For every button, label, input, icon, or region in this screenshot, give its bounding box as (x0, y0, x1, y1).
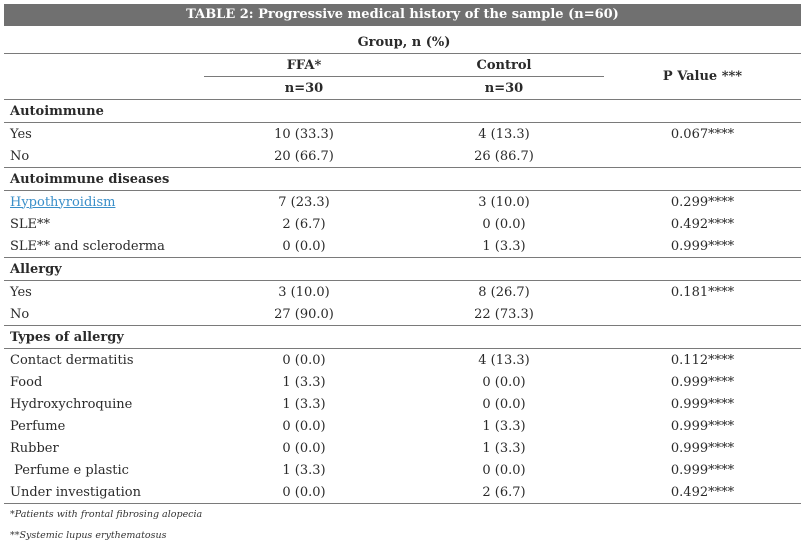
table-row: Yes 10 (33.3) 4 (13.3) 0.067**** (4, 123, 801, 146)
table-row: Yes 3 (10.0) 8 (26.7) 0.181**** (4, 281, 801, 304)
row-label: Hydroxychroquine (10, 396, 133, 412)
section-label: Autoimmune (4, 99, 801, 123)
table-row: Perfume 0 (0.0) 1 (3.3) 0.999**** (4, 415, 801, 437)
row-label: No (10, 148, 30, 164)
cell-control: 0 (0.0) (482, 396, 526, 412)
cell-ffa: 27 (90.0) (274, 306, 334, 322)
row-label: Food (10, 374, 43, 390)
footnote-ffa: *Patients with frontal fibrosing alopeci… (10, 509, 203, 520)
cell-pvalue (604, 145, 801, 168)
section-header-row: Types of allergy (4, 325, 801, 349)
cell-pvalue: 0.492**** (604, 481, 801, 504)
cell-pvalue: 0.112**** (670, 352, 735, 368)
cell-control: 8 (26.7) (478, 284, 530, 300)
section-header-row: Autoimmune diseases (4, 167, 801, 191)
cell-control: 0 (0.0) (482, 216, 526, 232)
cell-control: 4 (13.3) (478, 352, 530, 368)
row-label: Contact dermatitis (10, 352, 134, 368)
cell-control: 0 (0.0) (482, 374, 526, 390)
table-row: Rubber 0 (0.0) 1 (3.3) 0.999**** (4, 437, 801, 459)
cell-control: 4 (13.3) (478, 126, 530, 142)
section-header-row: Allergy (4, 257, 801, 281)
cell-pvalue (604, 303, 801, 326)
cell-pvalue: 0.999**** (670, 418, 735, 434)
cell-control: 0 (0.0) (482, 462, 526, 478)
cell-control: 1 (3.3) (482, 440, 526, 456)
footnote-sle: **Systemic lupus erythematosus (10, 530, 167, 541)
n-control: n=30 (404, 76, 604, 100)
section-label: Autoimmune diseases (4, 167, 801, 191)
group-header-row: Group, n (%) (4, 31, 801, 54)
row-label: SLE** (10, 216, 51, 232)
row-label-link[interactable]: Hypothyroidism (10, 194, 116, 210)
table-row: No 27 (90.0) 22 (73.3) (4, 303, 801, 326)
cell-ffa: 20 (66.7) (274, 148, 334, 164)
n-row: n=30 n=30 (4, 76, 801, 100)
group-header: Group, n (%) (357, 34, 451, 50)
row-label: Yes (10, 284, 32, 300)
cell-pvalue: 0.067**** (670, 126, 735, 142)
cell-control: 1 (3.3) (482, 418, 526, 434)
column-header-control: Control (404, 53, 604, 77)
table-row: Contact dermatitis 0 (0.0) 4 (13.3) 0.112**… (4, 349, 801, 372)
table-row: Hydroxychroquine 1 (3.3) 0 (0.0) 0.999**** (4, 393, 801, 415)
cell-control: 26 (86.7) (474, 148, 534, 164)
cell-pvalue: 0.999**** (670, 374, 735, 390)
cell-pvalue: 0.999**** (670, 440, 735, 456)
cell-pvalue: 0.999**** (670, 238, 735, 254)
row-label: Perfume (10, 418, 66, 434)
cell-ffa: 0 (0.0) (282, 238, 326, 254)
row-label: No (10, 306, 30, 322)
cell-ffa: 1 (3.3) (282, 462, 326, 478)
section-label: Types of allergy (4, 325, 801, 349)
table-row: No 20 (66.7) 26 (86.7) (4, 145, 801, 168)
section-label: Allergy (4, 257, 801, 281)
column-header-row: FFA* Control P Value *** (4, 53, 801, 100)
cell-control: 3 (10.0) (478, 194, 530, 210)
row-label: SLE** and scleroderma (10, 238, 165, 254)
cell-pvalue: 0.299**** (670, 194, 735, 210)
cell-pvalue: 0.999**** (670, 396, 735, 412)
table-title: TABLE 2: Progressive medical history of … (4, 4, 801, 26)
section-header-row: Autoimmune (4, 99, 801, 123)
cell-ffa: 1 (3.3) (282, 396, 326, 412)
cell-pvalue: 0.181**** (670, 284, 735, 300)
cell-ffa: 3 (10.0) (278, 284, 330, 300)
cell-control: 2 (6.7) (404, 481, 604, 504)
medical-history-table: Group, n (%) FFA* Control P Value *** n=… (4, 31, 801, 504)
table-row: Hypothyroidism 7 (23.3) 3 (10.0) 0.299**** (4, 191, 801, 214)
table-row: Perfume e plastic 1 (3.3) 0 (0.0) 0.999**** (4, 459, 801, 481)
row-label: Rubber (10, 440, 59, 456)
cell-pvalue: 0.999**** (670, 462, 735, 478)
row-label: Under investigation (4, 481, 204, 504)
cell-ffa: 0 (0.0) (282, 440, 326, 456)
cell-ffa: 7 (23.3) (278, 194, 330, 210)
table-row: SLE** 2 (6.7) 0 (0.0) 0.492**** (4, 213, 801, 235)
cell-ffa: 0 (0.0) (282, 418, 326, 434)
n-ffa: n=30 (204, 76, 404, 100)
table-row: Under investigation 0 (0.0) 2 (6.7) 0.492**… (4, 481, 801, 504)
cell-ffa: 10 (33.3) (274, 126, 334, 142)
column-header-ffa: FFA* (204, 53, 404, 77)
cell-pvalue: 0.492**** (670, 216, 735, 232)
cell-ffa: 0 (0.0) (282, 352, 326, 368)
column-header-pvalue: P Value *** (604, 53, 801, 100)
cell-ffa: 1 (3.3) (282, 374, 326, 390)
cell-control: 1 (3.3) (482, 238, 526, 254)
cell-ffa: 2 (6.7) (282, 216, 326, 232)
cell-control: 22 (73.3) (474, 306, 534, 322)
table-row: Food 1 (3.3) 0 (0.0) 0.999**** (4, 371, 801, 393)
cell-ffa: 0 (0.0) (204, 481, 404, 504)
row-label: Yes (10, 126, 32, 142)
table-row: SLE** and scleroderma 0 (0.0) 1 (3.3) 0.999… (4, 235, 801, 258)
row-label: Perfume e plastic (10, 462, 129, 478)
